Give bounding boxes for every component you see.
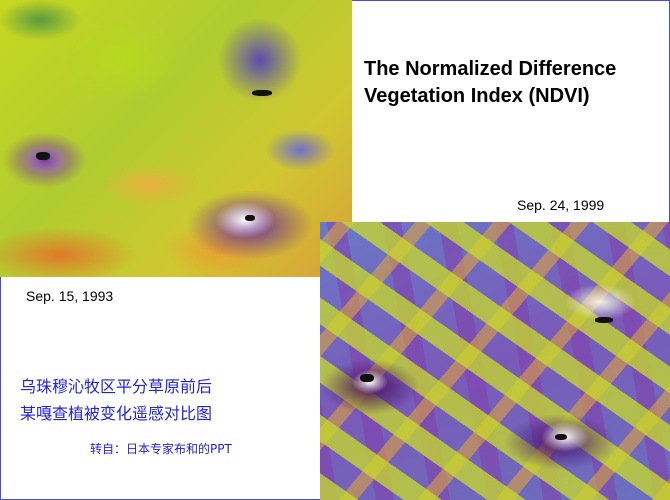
lake-mark [252,90,272,96]
lake-mark [595,317,613,323]
caption-line-1: 乌珠穆沁牧区平分草原前后 [20,377,213,396]
date-after-label: Sep. 24, 1999 [517,197,605,213]
caption-line-2: 某嘎查植被变化遥感对比图 [20,404,213,423]
title-line-2: Vegetation Index (NDVI) [364,85,590,107]
lake-mark [245,215,255,221]
source-note: 转自：日本专家布和的PPT [90,442,232,456]
lake-mark [36,152,50,160]
lake-mark [555,434,567,440]
title-line-1: The Normalized Difference [364,58,617,80]
slide-title: The Normalized Difference Vegetation Ind… [364,56,616,110]
ndvi-image-1993 [0,0,352,277]
date-before-label: Sep. 15, 1993 [26,288,114,304]
ndvi-image-1999 [320,222,670,500]
lake-mark [360,374,374,382]
